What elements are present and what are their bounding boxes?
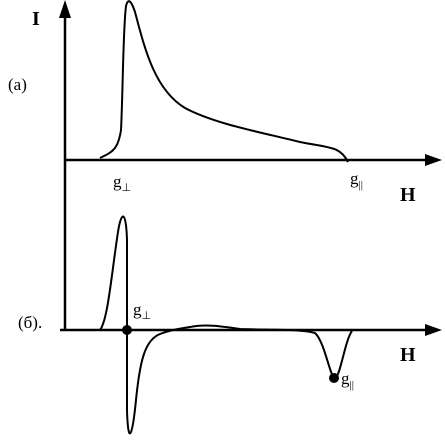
absorption-curve: [99, 0, 349, 163]
marker-letter: g: [113, 172, 122, 191]
marker-letter: g: [341, 369, 350, 388]
marker-subscript: ⊥: [122, 182, 132, 194]
panel-label: (б).: [18, 313, 42, 332]
marker-letter: g: [350, 169, 359, 188]
marker-subscript: ⊥: [142, 310, 152, 322]
derivative-curve: [99, 215, 353, 435]
x-axis-label: H: [400, 184, 416, 206]
panel-label: (a): [8, 75, 27, 94]
g-par-point: [329, 373, 339, 383]
x-arrow-top: [425, 154, 442, 166]
y-axis-label: I: [32, 8, 40, 30]
marker-label: g⊥: [113, 172, 131, 194]
marker-label: g||: [350, 169, 363, 191]
x-arrow-bottom: [425, 324, 442, 336]
x-axis-label: H: [400, 344, 416, 366]
marker-subscript: ||: [359, 179, 363, 191]
marker-letter: g: [133, 300, 142, 319]
marker-subscript: ||: [350, 379, 354, 391]
y-arrow: [59, 0, 71, 18]
marker-label: g⊥: [133, 300, 151, 322]
g-perp-point: [122, 325, 132, 335]
marker-label: g||: [341, 369, 354, 391]
